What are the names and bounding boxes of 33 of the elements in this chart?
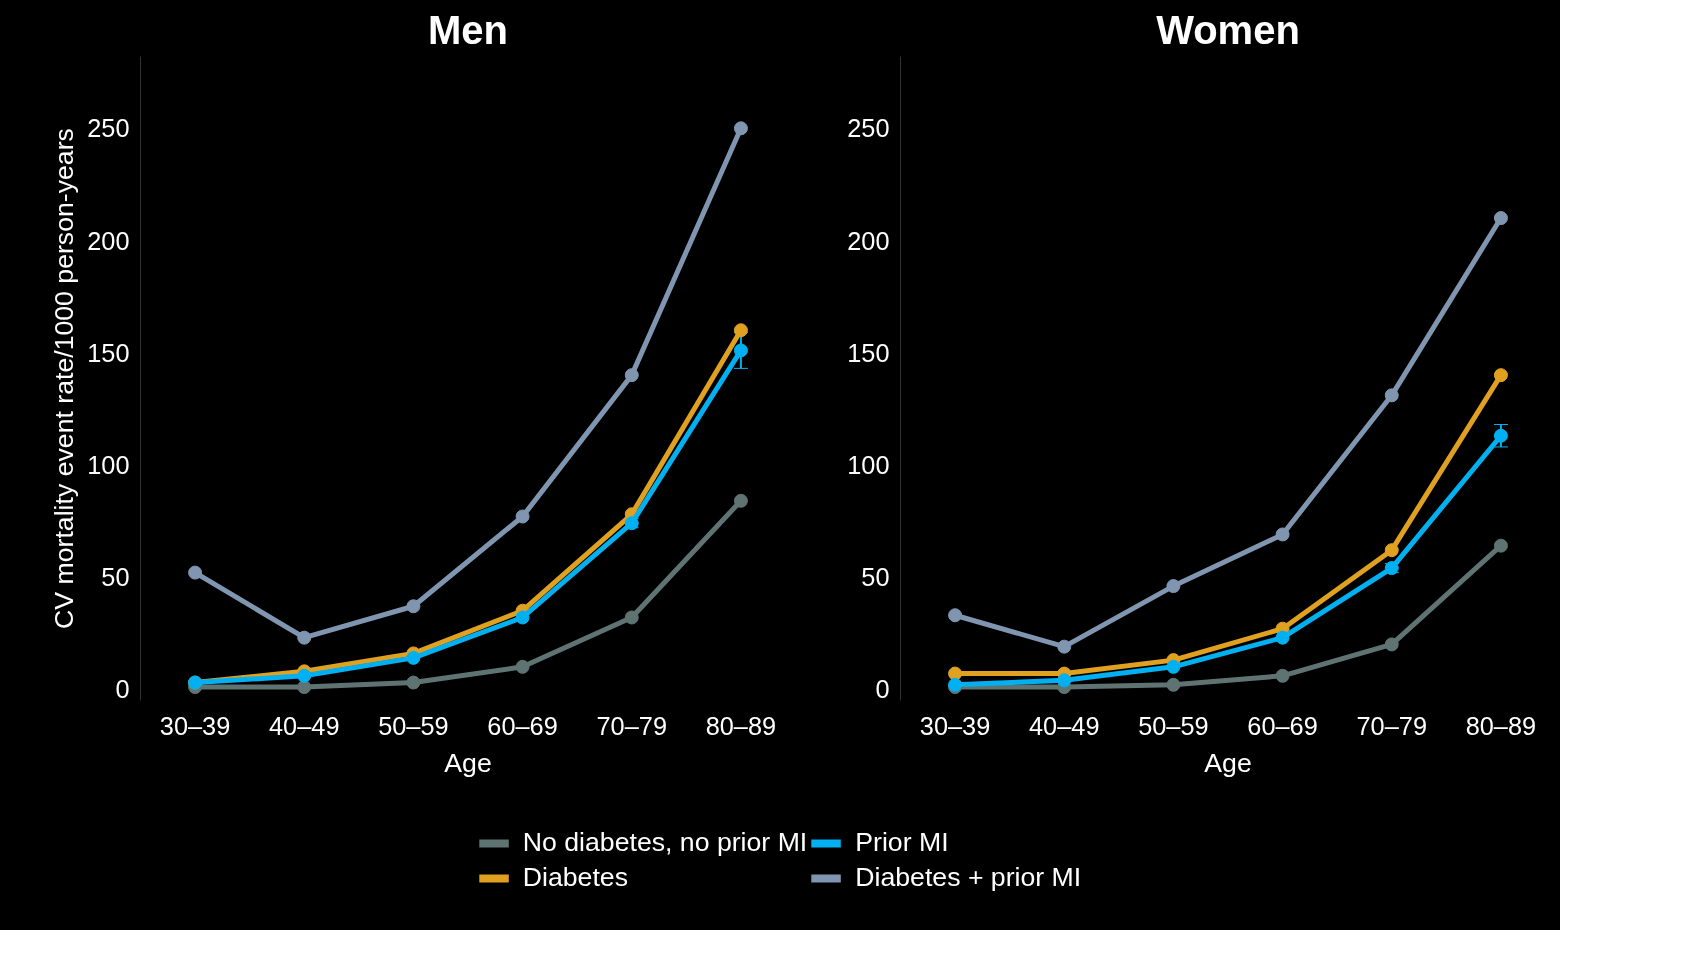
x-tick-label: 80–89 [1465,711,1537,740]
x-tick-label: 40–49 [1029,711,1100,740]
chart-title: Women [1156,7,1300,52]
y-tick-label: 250 [847,114,890,143]
y-tick-label: 200 [87,226,130,255]
legend-label: No diabetes, no prior MI [522,827,808,858]
y-tick-label: 150 [847,338,890,367]
x-tick-label: 70–79 [1356,711,1427,740]
y-tick-label: 250 [87,114,130,143]
chart-title: Men [428,7,508,52]
x-tick-label: 70–79 [596,711,667,740]
y-tick-label: 200 [847,226,890,255]
x-tick-label: 30–39 [919,711,991,740]
y-tick-label: 0 [115,675,130,704]
y-axis-title: CV mortality event rate/1000 person-years [49,128,80,629]
legend-label: Prior MI [855,827,949,858]
x-tick-label: 80–89 [705,711,777,740]
y-tick-label: 100 [87,450,130,479]
x-tick-label: 50–59 [1138,711,1209,740]
x-tick-label: 60–69 [1247,711,1318,740]
x-tick-label: 40–49 [269,711,340,740]
y-tick-label: 0 [875,675,890,704]
legend-label: Diabetes + prior MI [855,862,1082,893]
x-tick-label: 50–59 [378,711,449,740]
x-tick-label: 30–39 [159,711,231,740]
y-tick-label: 50 [101,563,130,592]
y-tick-label: 100 [847,450,890,479]
y-tick-label: 50 [861,563,890,592]
x-axis-title: Age [444,747,492,778]
legend-label: Diabetes [522,862,629,893]
x-axis-title: Age [1204,747,1252,778]
x-tick-label: 60–69 [487,711,558,740]
y-tick-label: 150 [87,338,130,367]
